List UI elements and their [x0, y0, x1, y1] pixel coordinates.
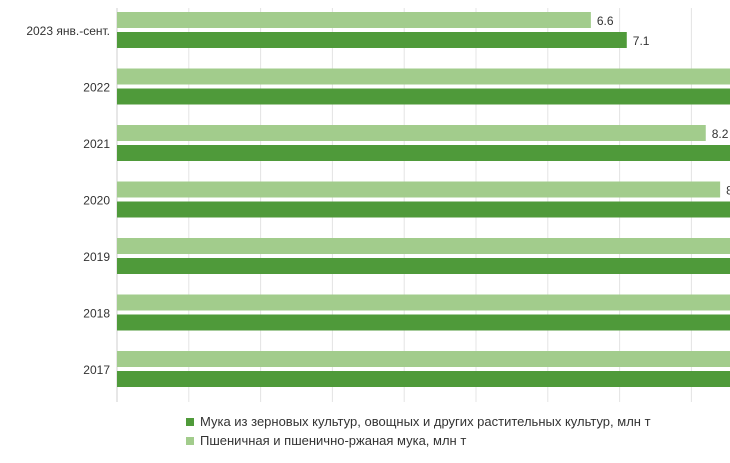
bar: [117, 294, 730, 311]
category-label: 2017: [83, 363, 110, 377]
bar: [117, 68, 730, 85]
bar-value-label: 8.4: [726, 184, 730, 198]
legend-swatch-light-green: [186, 436, 194, 445]
bar: [117, 258, 730, 274]
legend: Мука из зерновых культур, овощных и друг…: [186, 412, 651, 450]
bar-value-label: 7.1: [633, 34, 650, 48]
bar: [117, 371, 730, 387]
bar-value-label: 8.2: [712, 127, 729, 141]
legend-item-series-wheat: Пшеничная и пшенично-ржаная мука, млн т: [186, 431, 651, 450]
category-label: 2019: [83, 250, 110, 264]
category-label: 2018: [83, 307, 110, 321]
bar: [117, 145, 730, 161]
bar: [117, 238, 730, 254]
bar: [117, 32, 627, 48]
bar: [117, 201, 730, 218]
legend-swatch-dark-green: [186, 417, 194, 426]
category-label: 2022: [83, 81, 110, 95]
bar: [117, 88, 730, 105]
legend-label: Мука из зерновых культур, овощных и друг…: [200, 414, 651, 429]
category-label: 2020: [83, 194, 110, 208]
bar: [117, 181, 721, 198]
bar-value-label: 6.6: [597, 14, 614, 28]
category-label: 2023 янв.-сент.: [26, 24, 110, 38]
bar: [117, 125, 706, 141]
legend-label: Пшеничная и пшенично-ржаная мука, млн т: [200, 433, 467, 448]
category-label: 2021: [83, 137, 110, 151]
bar: [117, 314, 730, 331]
bar: [117, 351, 730, 367]
bar: [117, 12, 591, 28]
legend-item-series-main: Мука из зерновых культур, овощных и друг…: [186, 412, 651, 431]
